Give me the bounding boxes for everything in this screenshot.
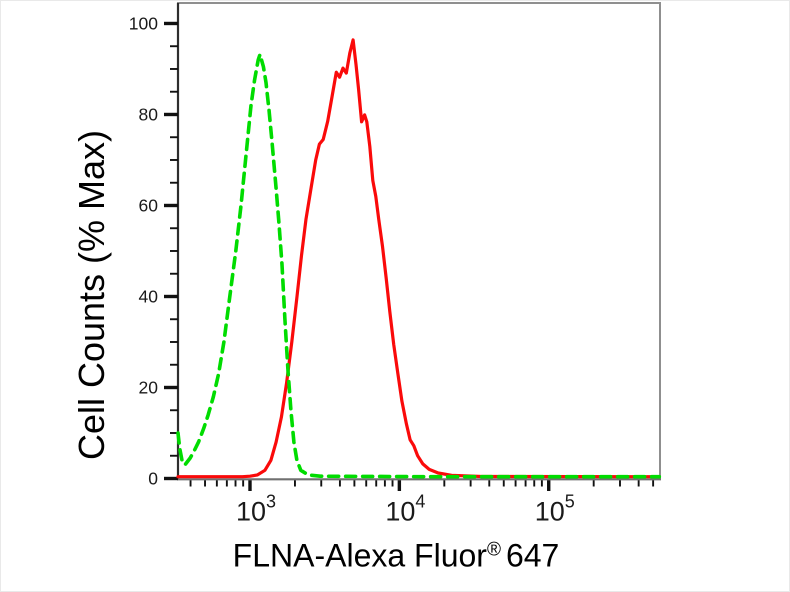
x-axis-title: FLNA-Alexa Fluor® 647 [233,538,560,575]
x-tick-label: 105 [535,492,575,527]
y-tick-label: 60 [139,195,159,215]
x-axis-title-tail: 647 [505,537,560,574]
y-tick-label: 40 [139,286,159,306]
y-tick-label: 0 [148,469,158,489]
x-axis-title-main: FLNA-Alexa Fluor [232,537,487,574]
x-tick-label: 103 [236,492,276,527]
y-tick-label: 80 [139,104,159,124]
y-axis-title: Cell Counts (% Max) [71,129,112,461]
registered-trademark-symbol: ® [486,539,501,561]
curve-negative-control [176,52,662,479]
y-tick-label: 20 [139,377,159,397]
y-tick-label: 100 [129,13,158,33]
x-tick-label: 104 [385,492,425,527]
